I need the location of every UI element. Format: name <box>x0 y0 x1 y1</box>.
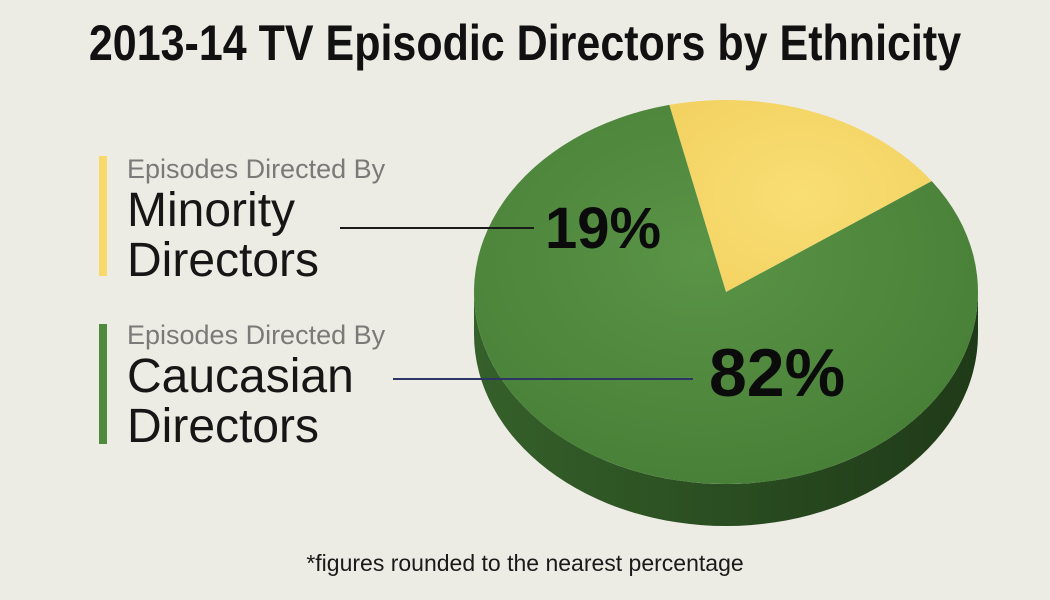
legend-caucasian-line2: Directors <box>127 400 320 453</box>
legend-minority-subtitle: Episodes Directed By <box>127 154 386 184</box>
legend-caucasian-label: Caucasian Directors <box>127 352 354 452</box>
legend-caucasian-line1: Caucasian <box>127 350 354 403</box>
pie-slice-minority <box>669 100 932 292</box>
leader-line-caucasian <box>393 378 693 380</box>
legend-minority-line1: Minority <box>127 184 296 237</box>
pie-label-minority: 19% <box>545 196 661 261</box>
legend-minority-line2: Directors <box>127 234 320 287</box>
footnote: *figures rounded to the nearest percenta… <box>306 550 744 576</box>
legend-caucasian-swatch <box>99 324 107 444</box>
pie-slice-caucasian <box>474 104 978 484</box>
pie-side <box>474 292 978 526</box>
leader-line-minority <box>340 227 534 229</box>
legend-minority-swatch <box>99 156 107 276</box>
chart-title: 2013-14 TV Episodic Directors by Ethnici… <box>88 15 962 71</box>
legend-caucasian-subtitle: Episodes Directed By <box>127 320 386 350</box>
pie-label-caucasian: 82% <box>709 335 845 411</box>
legend-minority-label: Minority Directors <box>127 186 319 286</box>
